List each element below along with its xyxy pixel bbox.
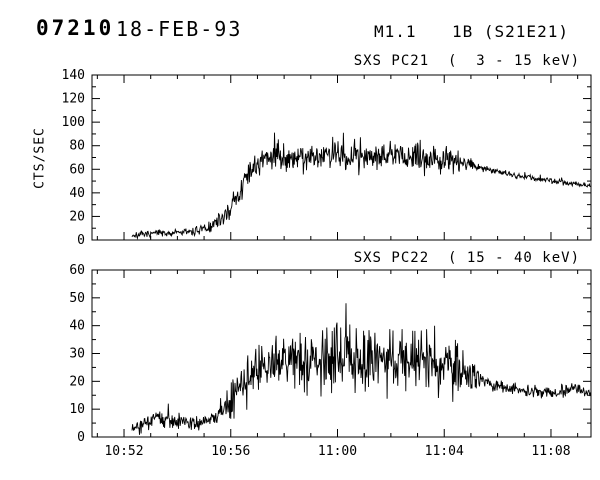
axis-box <box>91 74 592 241</box>
y-tick-label: 10 <box>69 402 85 417</box>
y-tick-label: 60 <box>69 162 85 177</box>
lightcurve-trace <box>131 132 591 240</box>
y-tick-label: 20 <box>69 209 85 224</box>
pc22-lightcurve-chart: 10:52 10:56 11:00 11:04 11:08 0 10 20 30 40 50 60 <box>69 263 592 459</box>
y-tick-label: 60 <box>69 263 85 278</box>
x-tick-label: 11:04 <box>425 444 464 459</box>
xray-class: M1.1 <box>374 22 417 41</box>
y-tick-label: 50 <box>69 291 85 306</box>
panel2-title: SXS PC22 ( 15 - 40 keV) <box>353 250 580 266</box>
y-tick-label: 140 <box>62 68 85 83</box>
y-tick-label: 120 <box>62 92 85 107</box>
y-tick-label: 30 <box>69 347 85 362</box>
y-tick-label: 40 <box>69 319 85 334</box>
y-tick-label: 20 <box>69 374 85 389</box>
y-tick-label: 0 <box>77 430 85 445</box>
event-date: 18-FEB-93 <box>116 17 243 41</box>
x-tick-label: 10:52 <box>104 444 143 459</box>
flare-importance: 1B (S21E21) <box>452 22 569 41</box>
y-tick-label: 100 <box>62 115 85 130</box>
event-id: 07210 <box>36 16 115 40</box>
y-tick-label: 40 <box>69 186 85 201</box>
x-tick-label: 11:00 <box>318 444 357 459</box>
x-tick-label: 10:56 <box>211 444 250 459</box>
x-tick-label: 11:08 <box>531 444 570 459</box>
y-tick-label: 0 <box>77 233 85 248</box>
y-tick-label: 80 <box>69 139 85 154</box>
panel1-title: SXS PC21 ( 3 - 15 keV) <box>353 53 580 69</box>
lightcurve-trace <box>131 303 591 435</box>
pc21-lightcurve-chart: 0 20 40 60 80 100 120 140 <box>62 68 592 248</box>
